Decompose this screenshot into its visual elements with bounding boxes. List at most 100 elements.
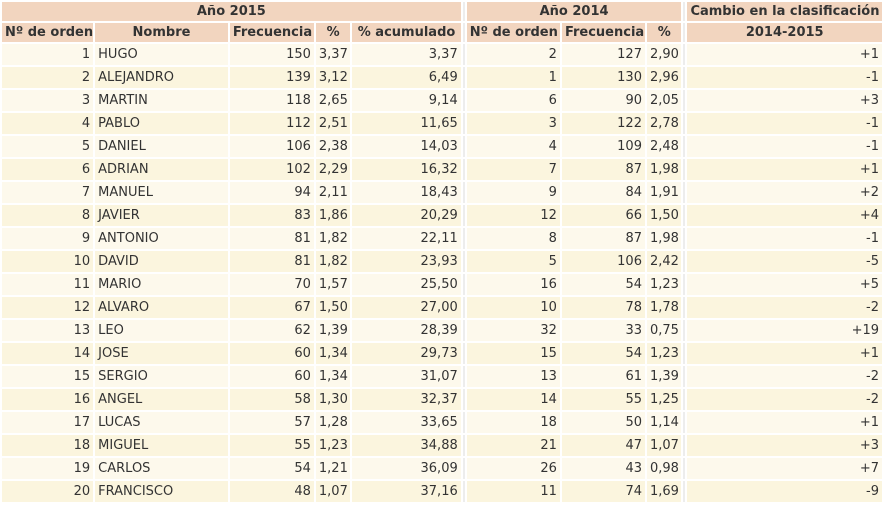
column-divider bbox=[683, 274, 686, 295]
table-row: 11 MARIO 70 1,57 25,50 16 54 1,23 +5 bbox=[2, 274, 882, 295]
cell-rank-2015: 19 bbox=[2, 458, 94, 479]
cell-rank-2014: 2 bbox=[466, 44, 560, 65]
column-divider bbox=[462, 228, 465, 249]
cell-rank-change: +3 bbox=[687, 90, 882, 111]
cell-percent-2015: 2,38 bbox=[315, 136, 351, 157]
cell-cumulative-percent: 16,32 bbox=[352, 159, 461, 180]
column-divider bbox=[462, 23, 465, 42]
cell-cumulative-percent: 33,65 bbox=[352, 412, 461, 433]
cell-percent-2015: 1,50 bbox=[315, 297, 351, 318]
cell-percent-2014: 1,23 bbox=[646, 274, 682, 295]
cell-cumulative-percent: 9,14 bbox=[352, 90, 461, 111]
column-divider bbox=[462, 251, 465, 272]
cell-rank-2015: 18 bbox=[2, 435, 94, 456]
cell-cumulative-percent: 11,65 bbox=[352, 113, 461, 134]
cell-rank-change: +5 bbox=[687, 274, 882, 295]
cell-percent-2015: 1,34 bbox=[315, 366, 351, 387]
column-divider bbox=[462, 389, 465, 410]
cell-rank-change: -1 bbox=[687, 113, 882, 134]
cell-rank-2015: 2 bbox=[2, 67, 94, 88]
cell-rank-2014: 1 bbox=[466, 67, 560, 88]
column-divider bbox=[462, 481, 465, 502]
col-header-percent-2015: % bbox=[315, 23, 351, 42]
table-row: 1 HUGO 150 3,37 3,37 2 127 2,90 +1 bbox=[2, 44, 882, 65]
cell-cumulative-percent: 29,73 bbox=[352, 343, 461, 364]
cell-frequency-2015: 102 bbox=[229, 159, 314, 180]
cell-cumulative-percent: 25,50 bbox=[352, 274, 461, 295]
cell-frequency-2015: 83 bbox=[229, 205, 314, 226]
cell-name: MIGUEL bbox=[95, 435, 228, 456]
column-divider bbox=[462, 343, 465, 364]
cell-percent-2015: 1,39 bbox=[315, 320, 351, 341]
cell-rank-change: +2 bbox=[687, 182, 882, 203]
column-divider bbox=[462, 2, 465, 21]
cell-percent-2015: 1,82 bbox=[315, 228, 351, 249]
cell-cumulative-percent: 20,29 bbox=[352, 205, 461, 226]
cell-name: ANGEL bbox=[95, 389, 228, 410]
cell-frequency-2014: 74 bbox=[561, 481, 645, 502]
cell-rank-2014: 10 bbox=[466, 297, 560, 318]
group-header-change: Cambio en la clasificación bbox=[687, 2, 882, 21]
table-row: 12 ALVARO 67 1,50 27,00 10 78 1,78 -2 bbox=[2, 297, 882, 318]
cell-cumulative-percent: 18,43 bbox=[352, 182, 461, 203]
table-row: 10 DAVID 81 1,82 23,93 5 106 2,42 -5 bbox=[2, 251, 882, 272]
cell-percent-2014: 2,42 bbox=[646, 251, 682, 272]
cell-rank-2015: 5 bbox=[2, 136, 94, 157]
cell-rank-2015: 20 bbox=[2, 481, 94, 502]
cell-frequency-2014: 109 bbox=[561, 136, 645, 157]
cell-cumulative-percent: 34,88 bbox=[352, 435, 461, 456]
column-divider bbox=[683, 481, 686, 502]
cell-rank-2014: 11 bbox=[466, 481, 560, 502]
cell-frequency-2015: 60 bbox=[229, 366, 314, 387]
cell-frequency-2015: 150 bbox=[229, 44, 314, 65]
cell-rank-2014: 8 bbox=[466, 228, 560, 249]
cell-cumulative-percent: 28,39 bbox=[352, 320, 461, 341]
cell-frequency-2014: 47 bbox=[561, 435, 645, 456]
cell-percent-2015: 2,65 bbox=[315, 90, 351, 111]
col-header-frequency-2014: Frecuencia bbox=[561, 23, 645, 42]
cell-frequency-2014: 90 bbox=[561, 90, 645, 111]
cell-percent-2015: 2,51 bbox=[315, 113, 351, 134]
cell-rank-2014: 12 bbox=[466, 205, 560, 226]
cell-cumulative-percent: 37,16 bbox=[352, 481, 461, 502]
cell-rank-2014: 21 bbox=[466, 435, 560, 456]
cell-rank-2014: 18 bbox=[466, 412, 560, 433]
table-row: 18 MIGUEL 55 1,23 34,88 21 47 1,07 +3 bbox=[2, 435, 882, 456]
column-divider bbox=[683, 205, 686, 226]
cell-cumulative-percent: 22,11 bbox=[352, 228, 461, 249]
cell-rank-change: +1 bbox=[687, 44, 882, 65]
column-divider bbox=[462, 44, 465, 65]
cell-frequency-2014: 122 bbox=[561, 113, 645, 134]
cell-percent-2014: 1,39 bbox=[646, 366, 682, 387]
cell-frequency-2015: 58 bbox=[229, 389, 314, 410]
cell-rank-2015: 1 bbox=[2, 44, 94, 65]
table-row: 20 FRANCISCO 48 1,07 37,16 11 74 1,69 -9 bbox=[2, 481, 882, 502]
cell-percent-2014: 1,14 bbox=[646, 412, 682, 433]
cell-frequency-2014: 43 bbox=[561, 458, 645, 479]
cell-percent-2014: 1,69 bbox=[646, 481, 682, 502]
cell-cumulative-percent: 3,37 bbox=[352, 44, 461, 65]
column-divider bbox=[683, 435, 686, 456]
cell-name: DAVID bbox=[95, 251, 228, 272]
table-row: 13 LEO 62 1,39 28,39 32 33 0,75 +19 bbox=[2, 320, 882, 341]
col-header-name: Nombre bbox=[95, 23, 228, 42]
cell-rank-2014: 13 bbox=[466, 366, 560, 387]
cell-frequency-2014: 130 bbox=[561, 67, 645, 88]
cell-rank-change: -1 bbox=[687, 67, 882, 88]
cell-rank-change: +4 bbox=[687, 205, 882, 226]
cell-frequency-2015: 94 bbox=[229, 182, 314, 203]
cell-percent-2014: 2,78 bbox=[646, 113, 682, 134]
cell-frequency-2014: 127 bbox=[561, 44, 645, 65]
cell-rank-2014: 9 bbox=[466, 182, 560, 203]
column-divider bbox=[462, 320, 465, 341]
cell-frequency-2015: 62 bbox=[229, 320, 314, 341]
cell-rank-2015: 7 bbox=[2, 182, 94, 203]
cell-rank-2015: 4 bbox=[2, 113, 94, 134]
cell-rank-change: +1 bbox=[687, 343, 882, 364]
table-row: 17 LUCAS 57 1,28 33,65 18 50 1,14 +1 bbox=[2, 412, 882, 433]
cell-rank-2015: 10 bbox=[2, 251, 94, 272]
column-divider bbox=[683, 343, 686, 364]
column-divider bbox=[683, 136, 686, 157]
column-divider bbox=[683, 389, 686, 410]
